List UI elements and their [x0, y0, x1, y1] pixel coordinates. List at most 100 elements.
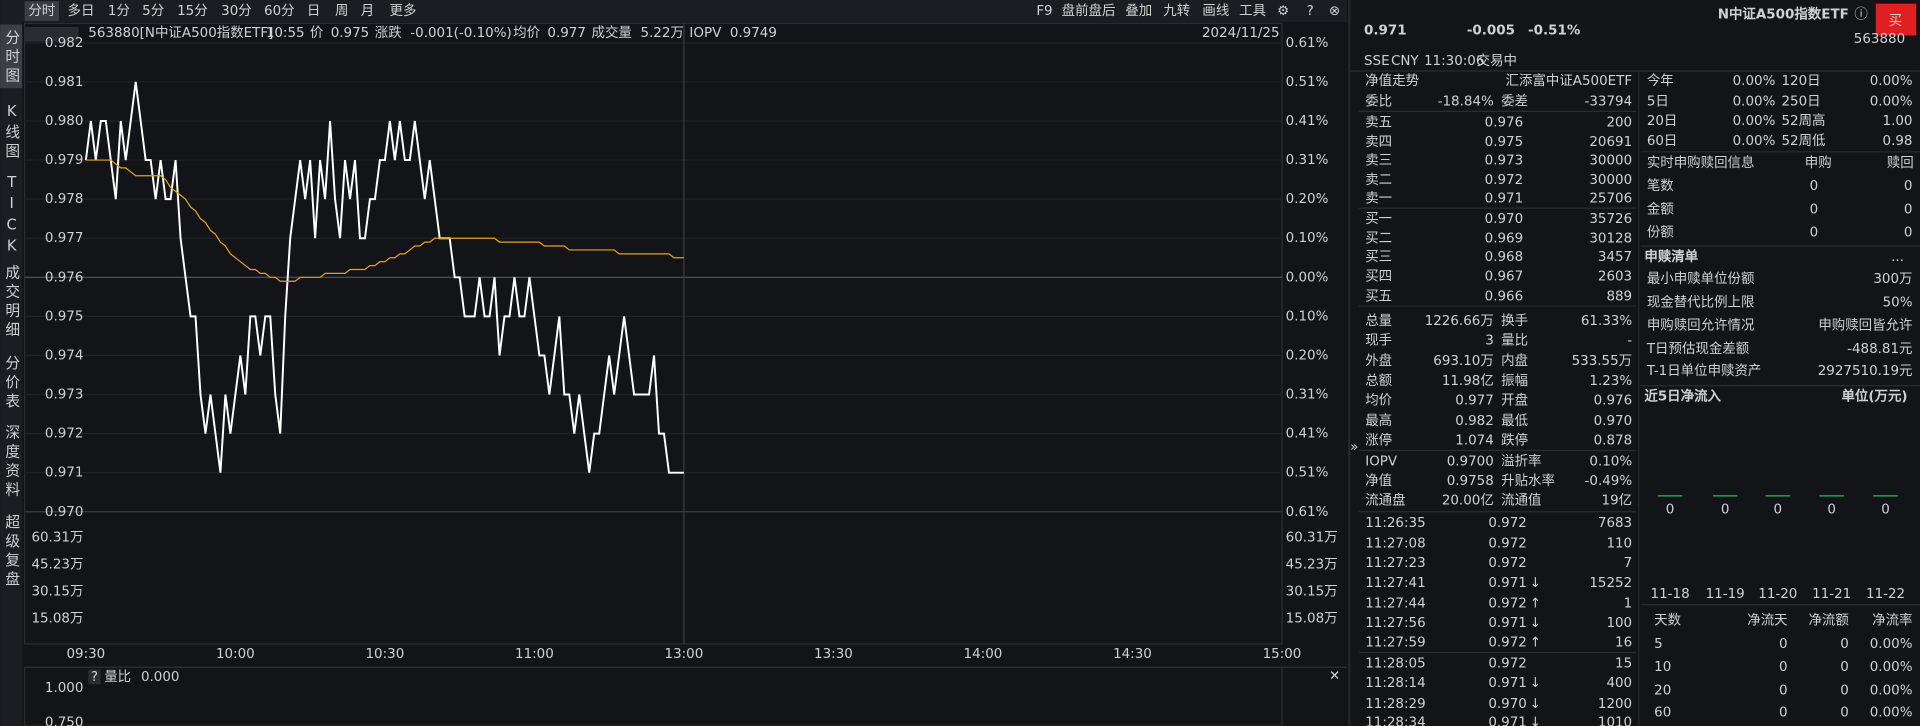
field: IOPV [1365, 455, 1398, 470]
buy-label[interactable]: 买 [1889, 13, 1902, 29]
tab[interactable]: 分时 [28, 3, 55, 19]
value: 0.00% [1733, 114, 1776, 129]
value: 0.977 [1455, 393, 1494, 408]
flow-cell: 0.00% [1870, 660, 1913, 675]
tool[interactable]: 画线 [1202, 3, 1229, 19]
info-icon[interactable]: ⓘ [1854, 7, 1867, 23]
y-tick-label: 0.972 [45, 427, 84, 442]
info-change: -0.001(-0.10%) [410, 26, 511, 41]
level-price: 0.970 [1485, 212, 1524, 227]
tab[interactable]: 15分 [177, 3, 208, 19]
more[interactable]: ... [1891, 250, 1904, 265]
tab[interactable]: 日 [307, 4, 320, 19]
trade-price: 0.972 [1488, 597, 1527, 612]
buy-button[interactable] [1875, 3, 1917, 36]
tool[interactable]: 工具 [1239, 4, 1266, 19]
close-icon[interactable]: ⊗ [1329, 4, 1340, 19]
trade-volume: 100 [1606, 616, 1632, 631]
side-tab[interactable]: 深度资料 [3, 425, 20, 501]
side-tab[interactable]: TICK [3, 174, 20, 259]
tool[interactable]: F9 [1036, 4, 1052, 19]
close-icon[interactable]: ✕ [1329, 669, 1340, 684]
trade-time: 11:28:34 [1365, 715, 1425, 726]
field: 52周低 [1781, 133, 1825, 149]
fund-name: 汇添富中证A500ETF [1506, 72, 1633, 89]
flow-date: 11-21 [1812, 587, 1851, 602]
value: 11.98亿 [1442, 373, 1494, 389]
sidebar [0, 22, 23, 726]
pct-label: 0.20% [1286, 348, 1329, 363]
level: 买二 [1365, 231, 1392, 247]
y-tick-label: 0.974 [45, 348, 84, 363]
flow-date: 11-19 [1706, 587, 1745, 602]
time: 11:30:06 [1424, 54, 1484, 69]
column-header: 申购 [1805, 155, 1832, 171]
help-icon[interactable]: ? [1307, 4, 1314, 19]
info-price-label: 价 [310, 26, 324, 41]
sub-label: 量比 [104, 669, 131, 685]
value: 693.10万 [1433, 354, 1494, 369]
help-icon[interactable]: ? [91, 670, 98, 685]
info-code: 563880[N中证A500指数ETF] [88, 25, 273, 41]
level-volume: 25706 [1589, 191, 1632, 206]
name: N中证A500指数ETF [1718, 6, 1849, 23]
side-tab[interactable]: K线图 [3, 103, 20, 162]
y-tick-label: 0.978 [45, 192, 84, 207]
level: 卖三 [1365, 152, 1392, 168]
tool[interactable]: 九转 [1163, 3, 1190, 19]
side-tab[interactable]: 超级复盘 [3, 514, 20, 590]
tab[interactable]: 多日 [68, 2, 95, 19]
unit: 单位(万元) [1841, 388, 1907, 405]
column-divider [1638, 71, 1640, 726]
sub-frame [24, 666, 1283, 726]
value: 19亿 [1602, 493, 1633, 509]
info-change-label: 涨跌 [375, 25, 402, 41]
value: 0.9758 [1447, 474, 1494, 489]
level-volume: 3457 [1598, 250, 1632, 265]
level-volume: 30128 [1589, 232, 1632, 247]
field: 现金替代比例上限 [1647, 294, 1755, 310]
field: 今年 [1647, 73, 1674, 89]
side-tab[interactable]: 分时图 [3, 29, 20, 86]
nav-link[interactable]: 净值走势 [1365, 73, 1419, 89]
tab[interactable]: 60分 [264, 3, 295, 19]
tab[interactable]: 30分 [221, 3, 252, 19]
value: 0.970 [1594, 414, 1633, 429]
collapse-icon[interactable]: » [1350, 440, 1358, 455]
value: 0.00% [1733, 134, 1776, 149]
active-tab [24, 1, 59, 21]
settings-icon[interactable]: ⚙ [1277, 4, 1289, 19]
trade-price: 0.970 [1488, 697, 1527, 712]
value: 0.00% [1870, 95, 1913, 110]
flow-value: 0 [1881, 502, 1890, 517]
tool[interactable]: 叠加 [1125, 3, 1152, 19]
tab[interactable]: 月 [361, 4, 374, 19]
value: 0.976 [1594, 393, 1633, 408]
side-tab[interactable]: 成交明细 [3, 264, 20, 340]
trade-price: 0.971 [1488, 576, 1527, 591]
x-tick-label: 14:00 [964, 647, 1003, 662]
x-tick-label: 09:30 [66, 647, 105, 662]
tab[interactable]: 周 [335, 4, 348, 19]
trade-time: 11:27:59 [1365, 636, 1425, 651]
value: 0.878 [1594, 434, 1633, 449]
tab[interactable]: 5分 [142, 3, 164, 19]
field: 委比 [1365, 94, 1392, 110]
trade-price: 0.971 [1488, 676, 1527, 691]
pct-label: 0.41% [1286, 114, 1329, 129]
side-tab[interactable]: 分价表 [3, 355, 20, 412]
flow-value: 0 [1721, 502, 1730, 517]
help-box [88, 669, 101, 685]
level-price: 0.976 [1485, 115, 1524, 130]
level-price: 0.971 [1485, 191, 1524, 206]
field: 申购赎回允许情况 [1647, 318, 1755, 334]
level-volume: 20691 [1589, 135, 1632, 150]
tool[interactable]: 盘前盘后 [1062, 2, 1116, 19]
code: 563880 [1854, 32, 1905, 47]
value: 申购赎回皆允许 [1818, 318, 1912, 334]
trade-price: 0.972 [1488, 657, 1527, 672]
tab[interactable]: 1分 [108, 3, 130, 19]
tab[interactable]: 更多 [389, 2, 416, 19]
value: 0 [1810, 179, 1819, 194]
field: 20日 [1647, 114, 1678, 129]
